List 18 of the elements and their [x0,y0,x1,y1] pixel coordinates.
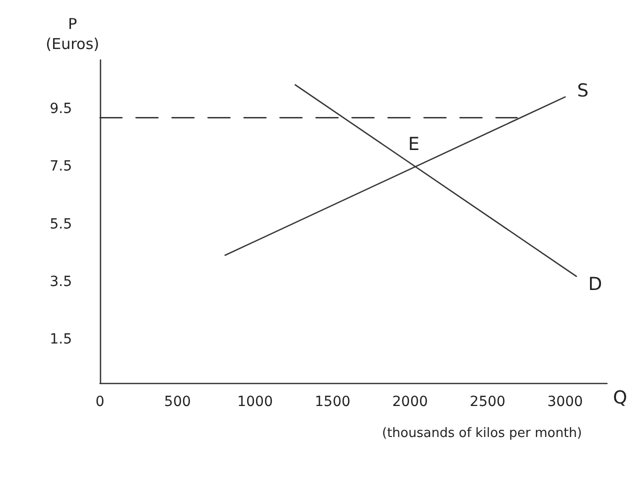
y-tick-label: 1.5 [50,332,72,348]
series-label: S [577,80,589,102]
x-tick-label: 1000 [237,394,273,410]
x-tick-label: 2000 [392,394,428,410]
series-label: D [588,274,602,295]
text: (thousands of kilos per month) [382,426,582,441]
annotation: E [408,134,420,156]
y-tick-label: 7.5 [50,158,72,175]
x-tick-label: 3000 [547,394,583,410]
y-tick-label: 9.5 [50,101,72,118]
x-tick-label: 500 [164,394,191,410]
y-tick-label: 5.5 [50,216,72,232]
x-tick-label: 0 [96,394,104,410]
x-tick-label: 2500 [470,394,506,410]
y-tick-label: 3.5 [50,274,72,290]
x-tick-label: 1500 [314,394,350,410]
y-axis-title: P (Euros) [46,15,100,53]
x-axis-title: Q [613,388,628,408]
